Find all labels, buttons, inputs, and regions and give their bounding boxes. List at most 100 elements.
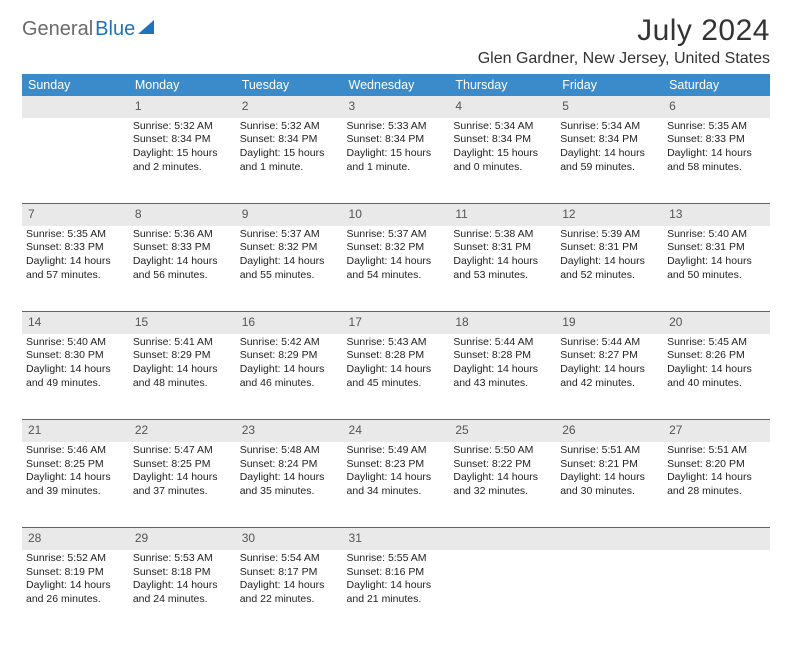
day-content-row: Sunrise: 5:32 AMSunset: 8:34 PMDaylight:…	[22, 118, 770, 204]
day-info-line: Sunrise: 5:32 AM	[133, 120, 232, 134]
day-number-row: 21222324252627	[22, 420, 770, 442]
day-info-line: Sunrise: 5:38 AM	[453, 228, 552, 242]
day-info-line: Sunrise: 5:36 AM	[133, 228, 232, 242]
day-info-line: Sunrise: 5:52 AM	[26, 552, 125, 566]
day-info-line: and 56 minutes.	[133, 269, 232, 283]
day-info-line: Daylight: 14 hours	[347, 579, 446, 593]
day-content-cell: Sunrise: 5:50 AMSunset: 8:22 PMDaylight:…	[449, 442, 556, 528]
day-number-cell	[22, 96, 129, 118]
day-info-line: Daylight: 14 hours	[667, 471, 766, 485]
day-content-cell	[556, 550, 663, 636]
day-info-line: Sunrise: 5:39 AM	[560, 228, 659, 242]
day-content-row: Sunrise: 5:40 AMSunset: 8:30 PMDaylight:…	[22, 334, 770, 420]
day-content-cell: Sunrise: 5:32 AMSunset: 8:34 PMDaylight:…	[236, 118, 343, 204]
calendar-page: General Blue July 2024 Glen Gardner, New…	[0, 0, 792, 646]
day-number-cell: 5	[556, 96, 663, 118]
day-content-cell: Sunrise: 5:38 AMSunset: 8:31 PMDaylight:…	[449, 226, 556, 312]
day-content-cell: Sunrise: 5:48 AMSunset: 8:24 PMDaylight:…	[236, 442, 343, 528]
day-info-line: Sunrise: 5:34 AM	[560, 120, 659, 134]
day-number-cell: 23	[236, 420, 343, 442]
day-info-line: Sunset: 8:29 PM	[133, 349, 232, 363]
day-info-line: Daylight: 14 hours	[26, 255, 125, 269]
day-info-line: Daylight: 15 hours	[133, 147, 232, 161]
day-number-cell: 27	[663, 420, 770, 442]
day-number-cell: 3	[343, 96, 450, 118]
day-info-line: Daylight: 14 hours	[240, 579, 339, 593]
day-number-cell: 18	[449, 312, 556, 334]
day-info-line: Sunset: 8:34 PM	[560, 133, 659, 147]
logo-triangle-icon	[138, 20, 154, 34]
day-number-row: 123456	[22, 96, 770, 118]
day-content-cell: Sunrise: 5:35 AMSunset: 8:33 PMDaylight:…	[663, 118, 770, 204]
day-number-cell: 11	[449, 204, 556, 226]
day-number-cell: 8	[129, 204, 236, 226]
weekday-header: Friday	[556, 74, 663, 96]
day-number-cell: 30	[236, 528, 343, 550]
day-content-cell: Sunrise: 5:40 AMSunset: 8:31 PMDaylight:…	[663, 226, 770, 312]
weekday-header: Tuesday	[236, 74, 343, 96]
day-info-line: Sunrise: 5:44 AM	[453, 336, 552, 350]
day-info-line: and 52 minutes.	[560, 269, 659, 283]
day-info-line: Sunset: 8:31 PM	[667, 241, 766, 255]
day-content-cell: Sunrise: 5:44 AMSunset: 8:27 PMDaylight:…	[556, 334, 663, 420]
day-number-cell: 14	[22, 312, 129, 334]
day-info-line: Sunset: 8:21 PM	[560, 458, 659, 472]
day-content-cell: Sunrise: 5:53 AMSunset: 8:18 PMDaylight:…	[129, 550, 236, 636]
weekday-header: Sunday	[22, 74, 129, 96]
weekday-header: Wednesday	[343, 74, 450, 96]
day-content-cell: Sunrise: 5:43 AMSunset: 8:28 PMDaylight:…	[343, 334, 450, 420]
day-number-cell: 9	[236, 204, 343, 226]
day-info-line: Sunrise: 5:35 AM	[667, 120, 766, 134]
day-info-line: Sunset: 8:25 PM	[133, 458, 232, 472]
day-info-line: and 26 minutes.	[26, 593, 125, 607]
day-info-line: Sunset: 8:34 PM	[133, 133, 232, 147]
day-number-cell: 10	[343, 204, 450, 226]
day-info-line: and 45 minutes.	[347, 377, 446, 391]
day-info-line: Daylight: 14 hours	[347, 255, 446, 269]
day-info-line: Daylight: 14 hours	[240, 363, 339, 377]
day-info-line: Sunset: 8:18 PM	[133, 566, 232, 580]
logo-text-general: General	[22, 18, 93, 41]
day-info-line: Sunset: 8:32 PM	[347, 241, 446, 255]
day-info-line: and 1 minute.	[347, 161, 446, 175]
day-info-line: Sunrise: 5:40 AM	[26, 336, 125, 350]
day-info-line: Daylight: 14 hours	[133, 255, 232, 269]
day-info-line: Daylight: 14 hours	[133, 471, 232, 485]
day-number-cell: 24	[343, 420, 450, 442]
day-info-line: Sunrise: 5:37 AM	[240, 228, 339, 242]
day-number-cell: 4	[449, 96, 556, 118]
day-info-line: Sunset: 8:22 PM	[453, 458, 552, 472]
day-info-line: Daylight: 14 hours	[453, 255, 552, 269]
day-info-line: Sunset: 8:33 PM	[26, 241, 125, 255]
day-info-line: Daylight: 14 hours	[560, 363, 659, 377]
day-info-line: Daylight: 14 hours	[133, 363, 232, 377]
day-info-line: and 53 minutes.	[453, 269, 552, 283]
day-number-cell	[663, 528, 770, 550]
day-info-line: Sunset: 8:20 PM	[667, 458, 766, 472]
day-content-cell: Sunrise: 5:51 AMSunset: 8:21 PMDaylight:…	[556, 442, 663, 528]
day-info-line: Sunset: 8:33 PM	[133, 241, 232, 255]
day-number-cell: 1	[129, 96, 236, 118]
day-number-cell: 31	[343, 528, 450, 550]
day-number-cell	[449, 528, 556, 550]
day-content-cell: Sunrise: 5:34 AMSunset: 8:34 PMDaylight:…	[556, 118, 663, 204]
day-content-cell: Sunrise: 5:35 AMSunset: 8:33 PMDaylight:…	[22, 226, 129, 312]
day-content-cell: Sunrise: 5:40 AMSunset: 8:30 PMDaylight:…	[22, 334, 129, 420]
day-info-line: Sunrise: 5:37 AM	[347, 228, 446, 242]
day-number-cell: 19	[556, 312, 663, 334]
day-info-line: Sunrise: 5:51 AM	[560, 444, 659, 458]
day-content-cell: Sunrise: 5:49 AMSunset: 8:23 PMDaylight:…	[343, 442, 450, 528]
day-number-cell: 22	[129, 420, 236, 442]
day-info-line: Sunrise: 5:32 AM	[240, 120, 339, 134]
day-info-line: and 49 minutes.	[26, 377, 125, 391]
day-content-row: Sunrise: 5:35 AMSunset: 8:33 PMDaylight:…	[22, 226, 770, 312]
day-number-cell	[556, 528, 663, 550]
day-info-line: and 21 minutes.	[347, 593, 446, 607]
day-info-line: Daylight: 14 hours	[560, 255, 659, 269]
day-info-line: and 30 minutes.	[560, 485, 659, 499]
day-info-line: Sunset: 8:34 PM	[347, 133, 446, 147]
day-info-line: Sunset: 8:31 PM	[453, 241, 552, 255]
day-content-cell: Sunrise: 5:37 AMSunset: 8:32 PMDaylight:…	[236, 226, 343, 312]
day-info-line: Daylight: 14 hours	[26, 579, 125, 593]
day-number-cell: 13	[663, 204, 770, 226]
